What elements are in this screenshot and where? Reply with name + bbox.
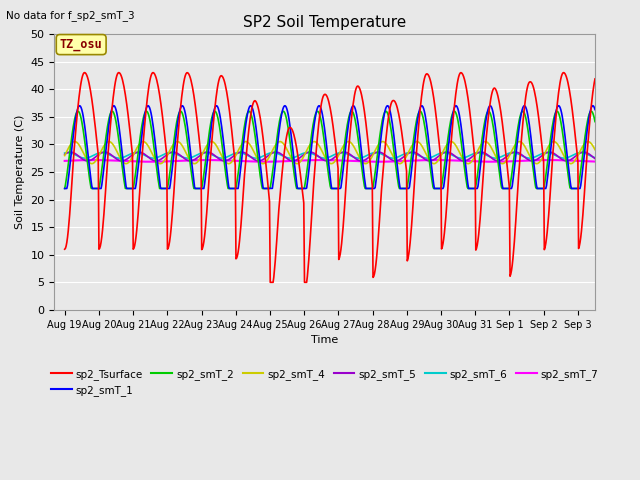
Y-axis label: Soil Temperature (C): Soil Temperature (C): [15, 115, 25, 229]
Text: TZ_osu: TZ_osu: [60, 38, 102, 51]
Legend: sp2_Tsurface, sp2_smT_1, sp2_smT_2, sp2_smT_4, sp2_smT_5, sp2_smT_6, sp2_smT_7: sp2_Tsurface, sp2_smT_1, sp2_smT_2, sp2_…: [47, 365, 603, 400]
Title: SP2 Soil Temperature: SP2 Soil Temperature: [243, 15, 406, 30]
Text: No data for f_sp2_smT_3: No data for f_sp2_smT_3: [6, 10, 135, 21]
X-axis label: Time: Time: [311, 335, 339, 345]
